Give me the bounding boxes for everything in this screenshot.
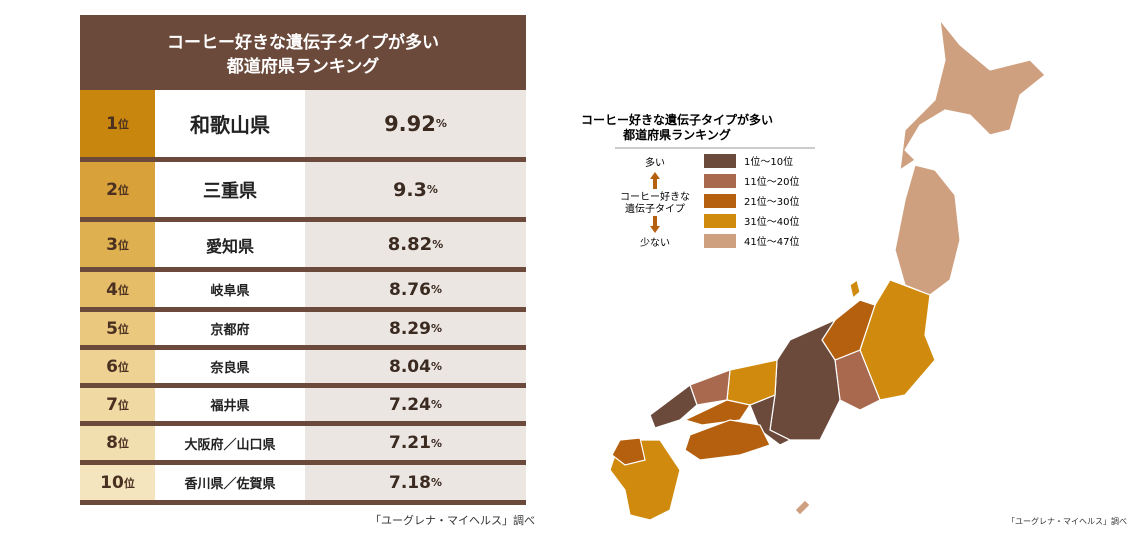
prefecture: 香川県／佐賀県 [155,465,305,500]
map-source: 「ユーグレナ・マイヘルス」調べ [1007,516,1127,526]
prefecture: 福井県 [155,388,305,421]
legend-label: 1位〜10位 [744,155,793,168]
axis-label: コーヒー好きな [620,191,690,203]
table-row: 4 位岐阜県 8.76% [80,272,526,307]
prefecture: 奈良県 [155,350,305,383]
prefecture: 大阪府／山口県 [155,426,305,460]
legend-swatch [704,154,736,168]
legend: コーヒー好きな遺伝子タイプが多い 都道府県ランキング 多い コーヒー好きな 遺伝… [581,112,815,249]
legend-swatch [704,234,736,248]
legend-swatch [704,214,736,228]
japan-map [609,17,1046,521]
table-row: 2 位三重県 9.3% [80,162,526,217]
axis-label: 遺伝子タイプ [625,202,685,215]
value: 8.82% [305,222,526,267]
source: 「ユーグレナ・マイヘルス」調べ [370,514,535,527]
table-header: コーヒー好きな遺伝子タイプが多い 都道府県ランキング [80,15,526,90]
table-row: 5 位京都府 8.29% [80,312,526,345]
legend-title: コーヒー好きな遺伝子タイプが多い [581,112,773,127]
value: 7.18% [305,465,526,500]
legend-label: 21位〜30位 [744,195,799,208]
table-row: 6 位奈良県 8.04% [80,350,526,383]
value: 8.76% [305,272,526,307]
value: 9.92% [305,90,526,157]
legend-title: 都道府県ランキング [622,127,731,142]
rank: 10 位 [80,465,155,500]
legend-swatch [704,174,736,188]
map: コーヒー好きな遺伝子タイプが多い 都道府県ランキング 多い コーヒー好きな 遺伝… [581,17,1127,526]
table-row: 3 位愛知県 8.82% [80,222,526,267]
value: 7.24% [305,388,526,421]
value: 8.04% [305,350,526,383]
value: 9.3% [305,162,526,217]
value: 8.29% [305,312,526,345]
more-label: 多い [645,156,665,169]
prefecture: 三重県 [155,162,305,217]
prefecture: 京都府 [155,312,305,345]
legend-label: 41位〜47位 [744,235,799,248]
arrow-down [650,216,660,233]
less-label: 少ない [640,237,670,249]
legend-label: 31位〜40位 [744,215,799,228]
table-row: 8 位大阪府／山口県 7.21% [80,426,526,460]
table-row: 7 位福井県 7.24% [80,388,526,421]
legend-label: 11位〜20位 [744,175,799,188]
title: コーヒー好きな遺伝子タイプが多い [167,33,439,53]
legend-swatch [704,194,736,208]
ranking-table: コーヒー好きな遺伝子タイプが多い 都道府県ランキング 1 位和歌山県 9.92% 2 位… [80,15,526,505]
table-row: 10 位香川県／佐賀県 7.18% [80,465,526,500]
prefecture: 和歌山県 [155,90,305,157]
prefecture: 岐阜県 [155,272,305,307]
table-row: 1 位和歌山県 9.92% [80,90,526,157]
prefecture: 愛知県 [155,222,305,267]
arrow-up [650,172,660,189]
title: 都道府県ランキング [226,57,380,77]
value: 7.21% [305,426,526,460]
